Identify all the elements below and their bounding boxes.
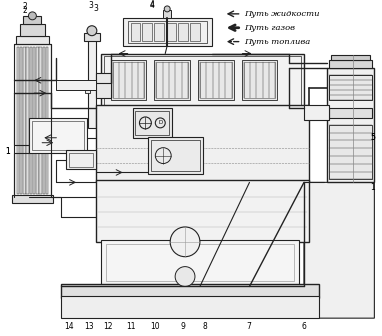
Bar xyxy=(98,85,103,93)
Bar xyxy=(166,23,176,41)
Bar xyxy=(23,16,41,24)
Text: 3: 3 xyxy=(94,4,98,13)
Bar xyxy=(151,140,200,171)
Bar xyxy=(85,85,90,93)
Bar xyxy=(101,53,304,108)
Bar xyxy=(61,285,319,298)
Bar xyxy=(106,244,294,282)
Text: 11: 11 xyxy=(126,322,135,331)
Bar xyxy=(23,47,26,194)
Text: 7: 7 xyxy=(246,322,251,331)
Circle shape xyxy=(175,267,195,287)
Bar xyxy=(29,118,87,153)
Text: 1: 1 xyxy=(5,147,10,156)
Bar xyxy=(329,75,372,100)
Text: D: D xyxy=(158,120,162,125)
Bar xyxy=(178,23,188,41)
Bar xyxy=(96,73,111,98)
Bar xyxy=(46,47,49,194)
Polygon shape xyxy=(304,182,374,318)
Bar xyxy=(14,44,51,197)
Text: Путь жидкости: Путь жидкости xyxy=(244,10,320,18)
Bar xyxy=(101,240,299,287)
Text: 13: 13 xyxy=(84,322,94,331)
Bar xyxy=(156,62,188,98)
Text: 5: 5 xyxy=(370,133,375,142)
Circle shape xyxy=(170,227,200,257)
Bar xyxy=(128,21,207,43)
Bar xyxy=(69,153,93,167)
Text: 4: 4 xyxy=(150,0,155,9)
Bar xyxy=(96,105,309,182)
Circle shape xyxy=(87,26,97,36)
Bar xyxy=(33,47,36,194)
Bar xyxy=(244,62,275,98)
Text: 8: 8 xyxy=(202,322,207,331)
Bar xyxy=(327,69,374,182)
Text: Путь топлива: Путь топлива xyxy=(244,38,311,46)
Bar xyxy=(61,296,319,318)
Text: 1: 1 xyxy=(5,147,10,156)
Bar xyxy=(11,195,53,203)
Bar xyxy=(329,125,372,179)
Bar xyxy=(154,60,190,100)
Text: 12: 12 xyxy=(103,322,112,331)
Text: 2: 2 xyxy=(22,6,27,15)
Text: 6: 6 xyxy=(301,322,306,331)
Bar xyxy=(84,33,100,41)
Bar xyxy=(131,23,141,41)
Bar xyxy=(133,108,172,138)
Text: 1: 1 xyxy=(370,183,375,192)
Bar xyxy=(163,10,171,18)
Bar xyxy=(148,137,203,174)
Bar xyxy=(304,105,329,120)
Bar xyxy=(154,23,164,41)
Bar xyxy=(104,56,301,105)
Bar xyxy=(142,23,152,41)
Bar xyxy=(113,62,144,98)
Bar xyxy=(198,60,234,100)
Bar xyxy=(111,60,146,100)
Circle shape xyxy=(164,6,170,12)
Bar xyxy=(56,80,96,90)
Bar xyxy=(16,47,19,194)
Text: 14: 14 xyxy=(64,322,74,331)
Bar xyxy=(66,150,96,169)
Text: Путь газов: Путь газов xyxy=(244,24,296,32)
Bar xyxy=(36,47,39,194)
Bar xyxy=(39,47,42,194)
Bar xyxy=(190,23,200,41)
Bar xyxy=(30,47,32,194)
Bar xyxy=(19,24,45,36)
Bar xyxy=(123,18,212,46)
Text: 9: 9 xyxy=(181,322,186,331)
Text: 2: 2 xyxy=(22,2,27,11)
Bar xyxy=(32,121,84,150)
Bar xyxy=(96,180,309,242)
Bar xyxy=(88,39,96,128)
Bar xyxy=(329,60,372,69)
Bar xyxy=(16,36,49,44)
Circle shape xyxy=(28,12,36,20)
Bar xyxy=(331,55,371,60)
Bar xyxy=(241,60,277,100)
Text: 4: 4 xyxy=(150,1,155,10)
Bar xyxy=(329,108,372,118)
Bar xyxy=(20,47,22,194)
Bar xyxy=(200,62,231,98)
Text: 10: 10 xyxy=(151,322,160,331)
Bar xyxy=(43,47,45,194)
Text: 5: 5 xyxy=(370,133,375,142)
Bar xyxy=(26,47,29,194)
Bar xyxy=(136,111,169,135)
Text: 3: 3 xyxy=(89,1,93,10)
